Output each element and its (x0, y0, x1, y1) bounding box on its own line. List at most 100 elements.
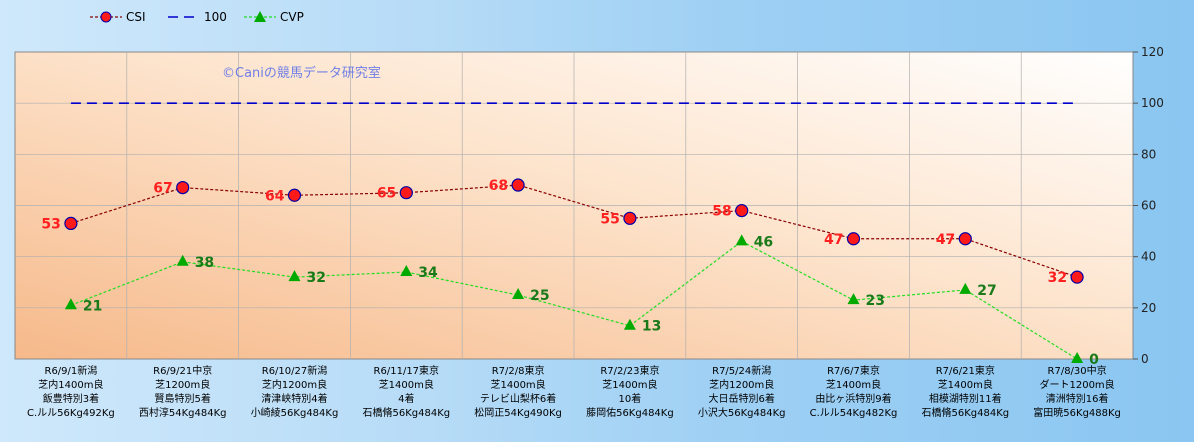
cvp-data-label: 38 (195, 255, 214, 271)
csi-point (846, 232, 861, 246)
x-tick-label: ダート1200m良 (1039, 378, 1114, 391)
cvp-point (64, 298, 77, 310)
x-tick-label: 芝1400m良 (490, 378, 545, 391)
csi-point (623, 211, 637, 225)
cvp-point (735, 234, 748, 246)
x-tick-label: R7/6/21東京 (936, 364, 995, 377)
csi-point (176, 180, 190, 195)
csi-data-label: 65 (377, 186, 396, 202)
cvp-point (400, 265, 413, 277)
x-tick-label: 富田暁56Kg488Kg (1033, 406, 1121, 419)
x-tick-label: 飯豊特別3着 (43, 392, 99, 405)
csi-data-label: 64 (265, 188, 285, 204)
x-tick-label: 大日岳特別6着 (709, 392, 775, 405)
cvp-point (288, 270, 301, 282)
x-tick-label: R6/9/21中京 (153, 364, 212, 377)
x-tick-label: 10着 (619, 392, 642, 405)
x-tick-label: R7/5/24新潟 (712, 364, 771, 377)
y-tick-label: 100 (1141, 96, 1164, 110)
y-tick-label: 0 (1141, 352, 1149, 366)
legend-100-label: 100 (204, 10, 227, 24)
cvp-point (176, 254, 189, 266)
data-labels: 53 67 64 65 68 55 58 47 47 32 21 38 32 34 25 13 46 23 27 0 (41, 178, 1099, 368)
csi-data-label: 68 (489, 178, 508, 194)
y-axis: 0 20 40 60 80 100 120 (1133, 45, 1164, 366)
csi-data-label: 55 (600, 211, 619, 227)
csi-data-label: 32 (1048, 270, 1067, 286)
x-tick-label: 清洲特別16着 (1046, 392, 1109, 405)
cvp-data-label: 0 (1089, 352, 1099, 368)
csi-point (735, 204, 749, 218)
x-tick-label: R7/2/8東京 (492, 364, 545, 377)
cvp-point (847, 293, 860, 305)
x-tick-label: 清津峡特別4着 (261, 392, 327, 405)
x-tick-label: C.ルル56Kg492Kg (27, 408, 115, 419)
x-tick-label: 芝内1200m良 (262, 378, 327, 391)
x-tick-label: R6/10/27新潟 (262, 364, 328, 377)
x-tick-label: 石橋脩56Kg484Kg (921, 406, 1009, 419)
cvp-data-label: 34 (418, 265, 438, 281)
csi-point (1070, 270, 1084, 284)
x-tick-label: 芝1400m良 (379, 378, 434, 391)
x-tick-label: 相模湖特別11着 (929, 392, 1002, 405)
x-tick-label: R7/6/7東京 (827, 364, 880, 377)
x-tick-label: 芝内1200m良 (709, 378, 774, 391)
legend-cvp-label: CVP (280, 10, 304, 24)
series-csi-line (70, 184, 1078, 278)
x-tick-label: R7/8/30中京 (1048, 364, 1107, 377)
csi-point (287, 188, 302, 202)
cvp-data-label: 25 (530, 288, 549, 304)
x-tick-label: 小沢大56Kg484Kg (698, 406, 786, 419)
x-tick-label: R6/9/1新潟 (45, 364, 98, 377)
cvp-data-label: 27 (977, 283, 996, 299)
y-tick-label: 60 (1141, 199, 1156, 213)
x-tick-label: 石橋脩56Kg484Kg (362, 406, 450, 419)
x-tick-label: 芝1400m良 (602, 378, 657, 391)
x-tick-label: 芝1400m良 (826, 378, 881, 391)
csi-point (958, 232, 972, 246)
x-tick-label: 由比ヶ浜特別9着 (815, 392, 891, 405)
legend-100: 100 (168, 10, 227, 24)
y-tick-label: 120 (1141, 45, 1164, 59)
cvp-data-label: 23 (866, 293, 885, 309)
x-tick-label: 松岡正54Kg490Kg (474, 406, 562, 419)
csi-data-label: 53 (41, 216, 60, 232)
cvp-data-label: 13 (642, 319, 661, 335)
csi-point (399, 186, 413, 200)
series-lines (70, 102, 1078, 360)
legend-csi-label: CSI (126, 10, 146, 24)
x-tick-label: 小崎綾56Kg484Kg (251, 406, 339, 419)
x-tick-label: R7/2/23東京 (600, 364, 659, 377)
legend-csi: CSI (90, 10, 146, 24)
x-tick-label: R6/11/17東京 (374, 364, 440, 377)
legend: CSI 100 CVP (90, 10, 304, 24)
x-tick-label: C.ルル54Kg482Kg (810, 408, 898, 419)
x-tick-label: 西村淳54Kg484Kg (139, 406, 227, 419)
watermark: ©Caniの競馬データ研究室 (222, 65, 381, 81)
y-tick-label: 20 (1141, 301, 1156, 315)
cvp-data-label: 21 (83, 298, 102, 314)
x-tick-label: 4着 (398, 392, 414, 405)
legend-cvp: CVP (244, 10, 304, 24)
x-tick-label: 芝1200m良 (155, 378, 210, 391)
markers (64, 178, 1084, 363)
x-tick-label: 芝1400m良 (938, 378, 993, 391)
csi-point (511, 178, 525, 192)
x-tick-label: 藤岡佑56Kg484Kg (586, 406, 674, 419)
y-tick-label: 80 (1141, 147, 1156, 161)
csi-data-label: 47 (936, 232, 955, 248)
cvp-point (512, 288, 525, 300)
csi-data-label: 58 (712, 204, 731, 220)
x-tick-label: テレビ山梨杯6着 (480, 392, 556, 405)
cvp-point (623, 318, 636, 330)
csi-data-label: 67 (153, 181, 172, 197)
csi-point (64, 216, 78, 231)
cvp-data-label: 32 (307, 270, 326, 286)
y-tick-label: 40 (1141, 250, 1156, 264)
x-tick-label: 芝内1400m良 (38, 378, 103, 391)
csi-data-label: 47 (824, 232, 843, 248)
x-tick-label: 賢島特別5着 (155, 392, 211, 405)
cvp-point (1071, 352, 1084, 363)
